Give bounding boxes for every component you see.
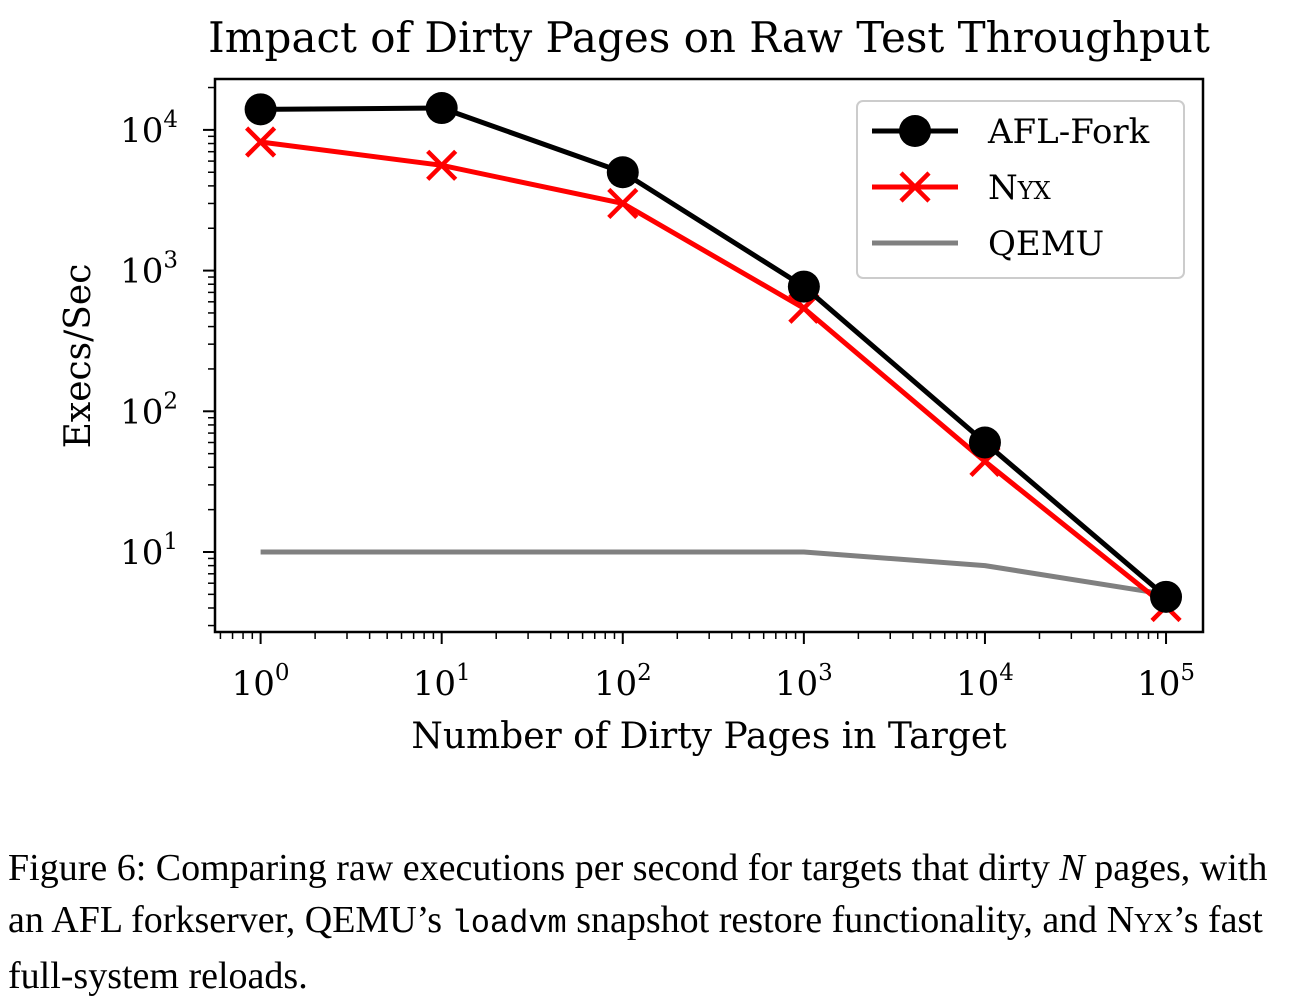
- y-tick-label: 101: [120, 529, 178, 573]
- data-point-nyx: [607, 187, 639, 220]
- x-axis-label: Number of Dirty Pages in Target: [411, 716, 1007, 757]
- y-tick-label: 104: [120, 107, 178, 151]
- y-axis-label: Execs/Sec: [58, 264, 99, 449]
- data-point-afl-fork: [606, 156, 639, 189]
- x-tick-label: 103: [775, 660, 833, 704]
- series-line-nyx: [260, 139, 1168, 609]
- series-afl-fork: [244, 92, 1183, 613]
- x-tick-label: 104: [956, 660, 1014, 704]
- caption-nyx-name: Nyx: [1106, 899, 1174, 941]
- plot-frame: [213, 77, 1205, 634]
- series-line-afl-fork: [260, 105, 1168, 599]
- legend-label-afl-fork: AFL-Fork: [987, 112, 1150, 152]
- data-point-afl-fork: [244, 93, 277, 126]
- series-line-qemu: [260, 549, 1167, 597]
- y-tick-label: 102: [120, 388, 178, 432]
- caption-text-4: ’s fast full-system reloads.: [8, 899, 1263, 997]
- caption-variable-n: N: [1059, 847, 1085, 889]
- series-qemu: [260, 549, 1167, 597]
- y-tick-label: 103: [120, 248, 178, 292]
- x-axis-ticks: 100 101 102 103 104 105: [232, 632, 1195, 704]
- caption-code-loadvm: loadvm: [451, 905, 567, 942]
- legend-marker-nyx: [899, 171, 931, 203]
- caption-text-1: Figure 6: Comparing raw executions per s…: [8, 847, 1060, 889]
- legend-item-qemu: QEMU: [872, 224, 1104, 264]
- data-point-afl-fork: [425, 92, 458, 125]
- legend-label-qemu: QEMU: [988, 224, 1104, 264]
- y-axis-ticks: 101 102 103 104: [120, 86, 215, 627]
- data-point-nyx: [245, 126, 277, 158]
- data-point-afl-fork: [1150, 580, 1183, 613]
- figure-chart: Impact of Dirty Pages on Raw Test Throug…: [58, 13, 1210, 757]
- caption-text-2: pages, with an AFL forkserver, QEMU’s: [8, 847, 1268, 941]
- x-tick-label: 101: [413, 660, 471, 704]
- x-tick-label: 100: [232, 660, 290, 704]
- chart-title: Impact of Dirty Pages on Raw Test Throug…: [208, 13, 1210, 62]
- x-tick-label: 102: [594, 660, 652, 704]
- legend-marker-afl-fork: [899, 115, 931, 147]
- legend: AFL-Fork Nyx QEMU: [856, 100, 1185, 279]
- data-point-afl-fork: [968, 426, 1001, 459]
- data-point-nyx: [426, 149, 458, 181]
- figure-caption: Figure 6: Comparing raw executions per s…: [8, 842, 1286, 1002]
- caption-text-3: snapshot restore functionality, and: [566, 899, 1107, 941]
- legend-item-nyx: Nyx: [872, 168, 1051, 208]
- legend-box: [856, 100, 1185, 279]
- plot-area: [244, 92, 1183, 623]
- data-point-afl-fork: [787, 270, 820, 303]
- legend-label-nyx: Nyx: [988, 168, 1051, 208]
- legend-item-afl-fork: AFL-Fork: [872, 112, 1150, 152]
- x-tick-label: 105: [1137, 660, 1195, 704]
